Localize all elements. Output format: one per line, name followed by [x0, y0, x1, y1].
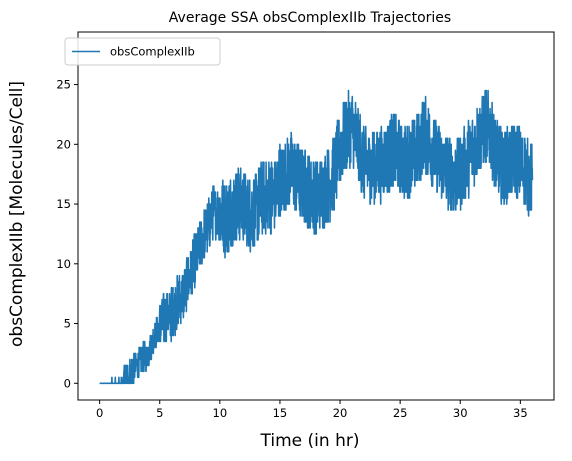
x-tick-label: 20 — [333, 406, 348, 420]
legend-entry: obsComplexIIb — [110, 45, 195, 59]
x-tick-label: 30 — [453, 406, 468, 420]
x-tick-label: 15 — [273, 406, 288, 420]
y-tick-label: 0 — [64, 376, 71, 390]
chart-title: Average SSA obsComplexIIb Trajectories — [169, 10, 451, 26]
x-tick-label: 0 — [96, 406, 103, 420]
plot-frame — [77, 31, 555, 401]
series-layer — [99, 89, 534, 385]
x-axis-label: Time (in hr) — [260, 431, 360, 451]
legend-box — [64, 37, 221, 66]
y-tick-label: 10 — [56, 257, 71, 271]
y-tick-label: 5 — [64, 317, 71, 331]
x-tick-label: 5 — [156, 406, 163, 420]
y-tick-label: 15 — [56, 197, 71, 211]
y-axis-label: obsComplexIIb [Molecules/Cell] — [7, 81, 27, 347]
axis-ticks: 0 5 10 15 20 25 30 35 0 5 10 15 20 25 — [56, 78, 527, 420]
y-tick-label: 20 — [56, 137, 71, 151]
x-tick-label: 25 — [393, 406, 408, 420]
y-tick-label: 25 — [56, 78, 71, 92]
x-tick-label: 10 — [213, 406, 228, 420]
x-tick-label: 35 — [513, 406, 528, 420]
legend: obsComplexIIb — [64, 37, 221, 66]
series-line-obsComplexIIb — [99, 89, 534, 385]
